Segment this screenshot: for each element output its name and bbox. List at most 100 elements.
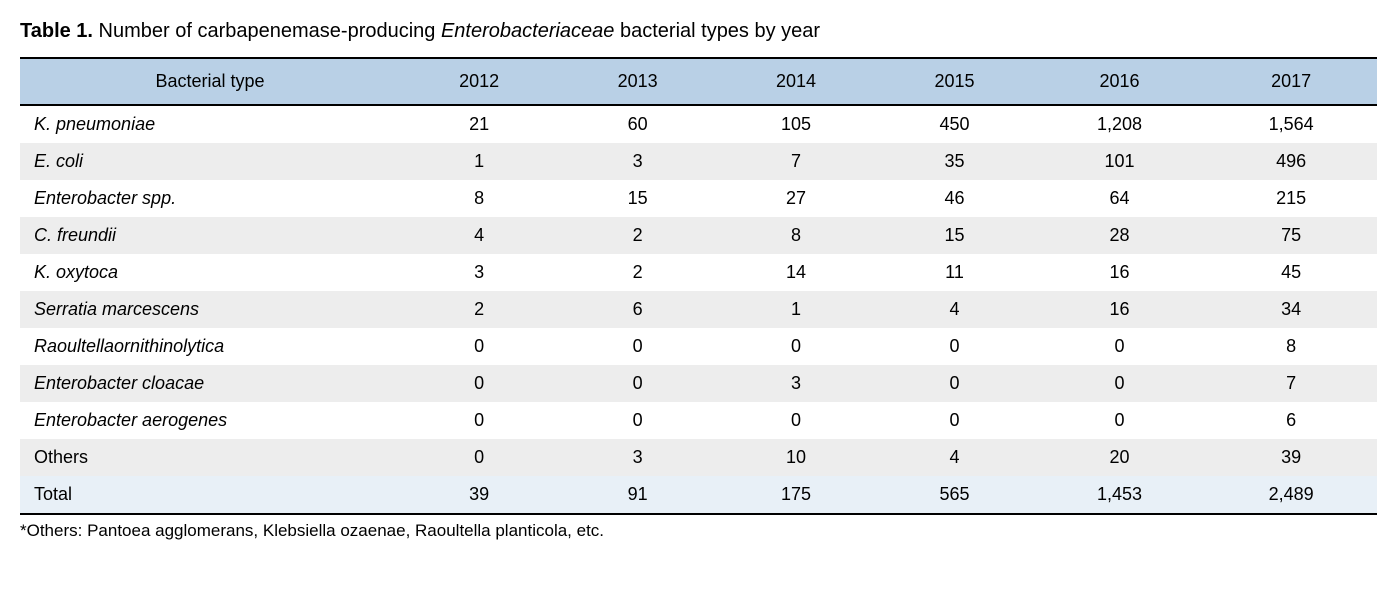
cell-value: 11 <box>875 254 1033 291</box>
cell-value: 0 <box>558 402 716 439</box>
table-footnote: *Others: Pantoea agglomerans, Klebsiella… <box>20 521 1377 541</box>
col-header-year: 2017 <box>1205 58 1377 105</box>
col-header-year: 2016 <box>1034 58 1206 105</box>
table-row: Serratia marcescens26141634 <box>20 291 1377 328</box>
cell-value: 215 <box>1205 180 1377 217</box>
total-value: 175 <box>717 476 875 514</box>
table-header-row: Bacterial type201220132014201520162017 <box>20 58 1377 105</box>
row-label: K. pneumoniae <box>20 105 400 143</box>
col-header-year: 2014 <box>717 58 875 105</box>
cell-value: 0 <box>400 402 558 439</box>
cell-value: 35 <box>875 143 1033 180</box>
cell-value: 3 <box>717 365 875 402</box>
cell-value: 7 <box>717 143 875 180</box>
cell-value: 3 <box>400 254 558 291</box>
total-label: Total <box>20 476 400 514</box>
table-row: C. freundii428152875 <box>20 217 1377 254</box>
col-header-bacterial-type: Bacterial type <box>20 58 400 105</box>
cell-value: 1 <box>400 143 558 180</box>
row-label: Serratia marcescens <box>20 291 400 328</box>
cell-value: 2 <box>558 254 716 291</box>
cell-value: 34 <box>1205 291 1377 328</box>
cell-value: 1,564 <box>1205 105 1377 143</box>
cell-value: 39 <box>1205 439 1377 476</box>
row-label: E. coli <box>20 143 400 180</box>
table-label: Table 1. <box>20 20 93 42</box>
table-row: K. pneumoniae21601054501,2081,564 <box>20 105 1377 143</box>
cell-value: 8 <box>1205 328 1377 365</box>
table-total-row: Total39911755651,4532,489 <box>20 476 1377 514</box>
cell-value: 4 <box>400 217 558 254</box>
row-label: Enterobacter aerogenes <box>20 402 400 439</box>
cell-value: 0 <box>1034 402 1206 439</box>
row-label: Raoultellaornithinolytica <box>20 328 400 365</box>
cell-value: 60 <box>558 105 716 143</box>
title-text-after: bacterial types by year <box>614 20 820 42</box>
cell-value: 0 <box>717 402 875 439</box>
table-row: Enterobacter aerogenes000006 <box>20 402 1377 439</box>
cell-value: 2 <box>558 217 716 254</box>
cell-value: 6 <box>558 291 716 328</box>
title-text-before: Number of carbapenemase-producing <box>93 20 441 42</box>
cell-value: 1,208 <box>1034 105 1206 143</box>
cell-value: 0 <box>558 328 716 365</box>
table-row: Enterobacter cloacae003007 <box>20 365 1377 402</box>
cell-value: 0 <box>400 439 558 476</box>
table-row: Others031042039 <box>20 439 1377 476</box>
row-label: K. oxytoca <box>20 254 400 291</box>
cell-value: 496 <box>1205 143 1377 180</box>
cell-value: 105 <box>717 105 875 143</box>
cell-value: 21 <box>400 105 558 143</box>
table-row: Enterobacter spp.815274664215 <box>20 180 1377 217</box>
cell-value: 0 <box>717 328 875 365</box>
cell-value: 16 <box>1034 291 1206 328</box>
cell-value: 0 <box>1034 328 1206 365</box>
row-label: Others <box>20 439 400 476</box>
total-value: 1,453 <box>1034 476 1206 514</box>
col-header-year: 2013 <box>558 58 716 105</box>
cell-value: 7 <box>1205 365 1377 402</box>
cell-value: 4 <box>875 291 1033 328</box>
cell-value: 75 <box>1205 217 1377 254</box>
cell-value: 0 <box>875 365 1033 402</box>
cell-value: 0 <box>558 365 716 402</box>
total-value: 565 <box>875 476 1033 514</box>
cell-value: 3 <box>558 439 716 476</box>
cell-value: 450 <box>875 105 1033 143</box>
cell-value: 0 <box>875 328 1033 365</box>
cell-value: 101 <box>1034 143 1206 180</box>
cell-value: 10 <box>717 439 875 476</box>
col-header-year: 2012 <box>400 58 558 105</box>
cell-value: 14 <box>717 254 875 291</box>
cell-value: 45 <box>1205 254 1377 291</box>
cell-value: 20 <box>1034 439 1206 476</box>
cell-value: 27 <box>717 180 875 217</box>
table-row: Raoultellaornithinolytica000008 <box>20 328 1377 365</box>
cell-value: 16 <box>1034 254 1206 291</box>
table-row: E. coli13735101496 <box>20 143 1377 180</box>
cell-value: 8 <box>400 180 558 217</box>
cell-value: 0 <box>400 328 558 365</box>
total-value: 39 <box>400 476 558 514</box>
cell-value: 0 <box>400 365 558 402</box>
cell-value: 6 <box>1205 402 1377 439</box>
total-value: 91 <box>558 476 716 514</box>
title-italic: Enterobacteriaceae <box>441 20 614 42</box>
cell-value: 4 <box>875 439 1033 476</box>
row-label: Enterobacter cloacae <box>20 365 400 402</box>
table-title: Table 1. Number of carbapenemase-produci… <box>20 20 1377 43</box>
data-table: Bacterial type201220132014201520162017 K… <box>20 57 1377 515</box>
cell-value: 3 <box>558 143 716 180</box>
cell-value: 0 <box>1034 365 1206 402</box>
cell-value: 28 <box>1034 217 1206 254</box>
cell-value: 15 <box>558 180 716 217</box>
cell-value: 46 <box>875 180 1033 217</box>
cell-value: 15 <box>875 217 1033 254</box>
total-value: 2,489 <box>1205 476 1377 514</box>
cell-value: 64 <box>1034 180 1206 217</box>
col-header-year: 2015 <box>875 58 1033 105</box>
cell-value: 2 <box>400 291 558 328</box>
cell-value: 8 <box>717 217 875 254</box>
row-label: C. freundii <box>20 217 400 254</box>
row-label: Enterobacter spp. <box>20 180 400 217</box>
